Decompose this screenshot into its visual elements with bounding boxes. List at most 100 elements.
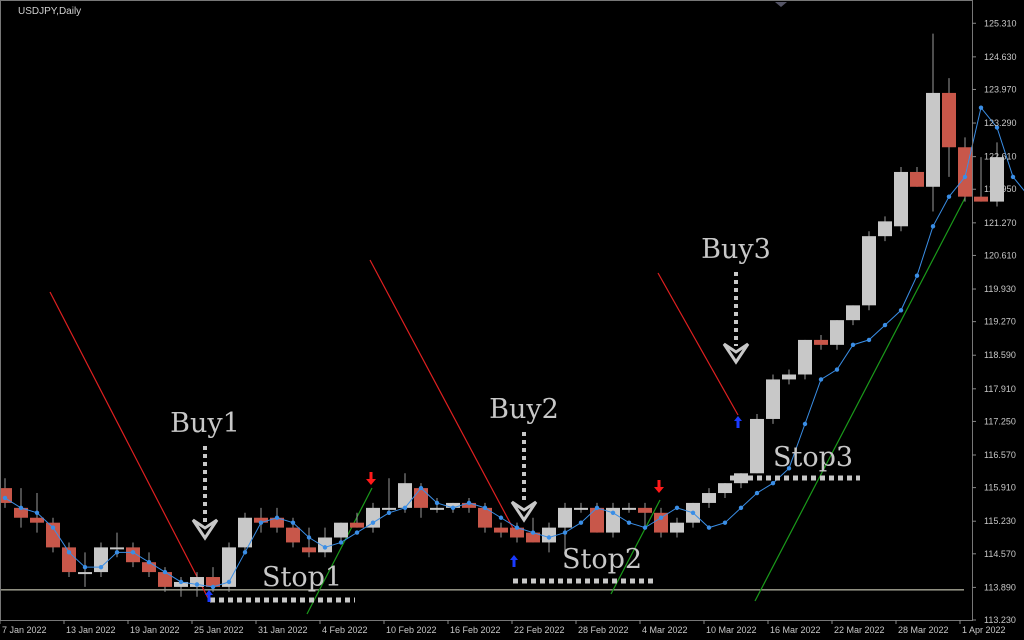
x-tick-label: 16 Mar 2022 — [770, 625, 821, 635]
ma-point — [242, 550, 248, 555]
candle-body — [398, 483, 412, 508]
ma-point — [482, 505, 488, 511]
candle-body — [254, 517, 268, 523]
candle-body — [206, 577, 220, 587]
ma-point — [386, 510, 392, 516]
candle-body — [622, 507, 636, 510]
candle-body — [158, 572, 172, 587]
candle-body — [478, 507, 492, 528]
ma-point — [50, 525, 56, 530]
y-tick-label: 114.570 — [984, 549, 1016, 559]
x-tick-label: 28 Feb 2022 — [578, 625, 629, 635]
window-marker-icon — [775, 2, 787, 7]
candle-body — [542, 527, 556, 543]
candle-body — [318, 537, 332, 553]
candle-body — [414, 488, 428, 508]
ma-point — [546, 535, 552, 540]
candle-body — [462, 502, 476, 508]
ma-point — [306, 535, 312, 540]
candle-body — [174, 581, 188, 587]
y-tick-label: 117.910 — [984, 384, 1016, 394]
candle-body — [430, 507, 444, 510]
x-tick-label: 4 Mar 2022 — [642, 625, 688, 635]
x-tick-label: 25 Jan 2022 — [194, 625, 244, 635]
ma-point — [210, 584, 216, 590]
ma-point — [178, 579, 184, 585]
candle-body — [638, 507, 652, 513]
ma-point — [962, 174, 968, 180]
red-trendline — [49, 291, 209, 599]
ma-point — [914, 273, 920, 278]
buy-label: Buy2 — [489, 394, 559, 425]
ma-point — [466, 500, 472, 506]
ma-point — [370, 520, 376, 525]
y-tick-label: 125.310 — [984, 18, 1017, 28]
ma-point — [82, 564, 88, 570]
y-tick-label: 121.270 — [984, 218, 1017, 228]
ma-point — [562, 530, 568, 535]
candle-body — [94, 547, 108, 573]
ma-point — [994, 125, 1000, 130]
candle-body — [382, 507, 396, 510]
candle-body — [334, 522, 348, 538]
ma-point — [930, 224, 936, 229]
candle-body — [62, 547, 76, 573]
ma-point — [402, 505, 408, 511]
candle-body — [846, 305, 860, 321]
candle-body — [494, 527, 508, 533]
y-tick-label: 119.930 — [984, 284, 1016, 294]
buy-arrowhead-icon — [722, 342, 750, 365]
candle-body — [750, 418, 764, 474]
candle-body — [670, 522, 684, 533]
candle-body — [110, 547, 124, 550]
ma-point — [450, 505, 456, 511]
green-trendline — [306, 487, 373, 615]
candle-body — [654, 512, 668, 533]
candle-body — [446, 502, 460, 508]
candle-body — [782, 374, 796, 380]
candle-body — [718, 483, 732, 494]
plot-border — [0, 0, 973, 621]
y-tick-label: 119.270 — [984, 317, 1016, 327]
y-tick-label: 123.290 — [984, 118, 1017, 128]
candle-body — [574, 507, 588, 510]
ma-point — [322, 545, 328, 550]
red-trendline — [369, 259, 516, 533]
candle-body — [222, 547, 236, 587]
x-tick-label: 22 Mar 2022 — [834, 625, 885, 635]
candle-body — [942, 92, 956, 148]
candle-body — [350, 522, 364, 528]
ma-point — [290, 520, 296, 525]
stop-label: Stop1 — [262, 562, 342, 593]
ma-point — [98, 564, 104, 570]
candle-body — [558, 507, 572, 528]
x-tick-label: 31 Jan 2022 — [258, 625, 308, 635]
candle-body — [894, 171, 908, 227]
red-trendline — [657, 272, 739, 416]
y-tick-label: 124.630 — [984, 52, 1017, 62]
ma-point — [738, 505, 744, 511]
symbol-title: USDJPY,Daily — [18, 6, 81, 17]
ma-point — [850, 342, 856, 348]
y-tick-label: 118.590 — [984, 350, 1016, 360]
candle-body — [366, 507, 380, 528]
buy-label: Buy1 — [170, 408, 240, 439]
ma-point — [866, 337, 872, 343]
x-tick-label: 10 Feb 2022 — [386, 625, 437, 635]
ma-point — [114, 550, 120, 555]
candle-body — [830, 320, 844, 345]
ma-point — [946, 194, 952, 199]
ma-point — [514, 525, 520, 530]
candle-body — [910, 171, 924, 187]
candle-body — [862, 236, 876, 306]
ma-point — [274, 515, 280, 520]
y-tick-label: 116.570 — [984, 450, 1016, 460]
green-trendline — [754, 197, 966, 602]
candle-body — [238, 517, 252, 548]
ma-point — [754, 490, 760, 496]
stop-label: Stop3 — [773, 442, 853, 473]
ma-point — [354, 530, 360, 535]
ma-point — [130, 550, 136, 555]
ma-point — [706, 525, 712, 530]
candle-body — [46, 522, 60, 548]
